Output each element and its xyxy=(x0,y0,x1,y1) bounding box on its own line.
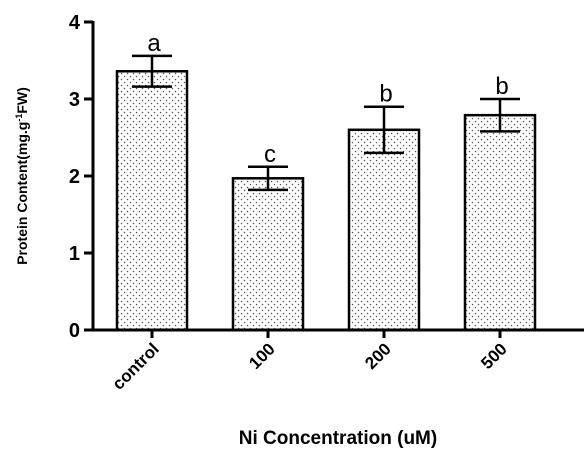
x-tick-label: control xyxy=(109,339,163,393)
bar xyxy=(231,177,305,332)
y-tick-label: 1 xyxy=(69,243,80,265)
error-bars-group xyxy=(132,54,520,192)
y-tick-label: 4 xyxy=(69,12,81,34)
bar xyxy=(115,70,189,332)
y-tick-label: 2 xyxy=(69,166,80,188)
x-tick-label: 200 xyxy=(361,339,394,372)
x-tick-label: 100 xyxy=(245,339,278,372)
significance-letter: a xyxy=(147,30,161,57)
y-ticks-group: 0 1 2 3 4 xyxy=(69,12,93,342)
significance-letter: b xyxy=(495,73,508,100)
y-axis-label: Protein Content(mg.g-1FW) xyxy=(14,87,30,265)
x-ticks-group: control 100 200 500 xyxy=(109,330,511,394)
significance-letters-group: a c b b xyxy=(147,30,508,168)
x-tick-label: 500 xyxy=(477,339,510,372)
bars-group xyxy=(115,70,537,332)
y-tick-label: 0 xyxy=(69,320,80,342)
bar xyxy=(463,113,537,332)
significance-letter: c xyxy=(264,141,276,168)
y-tick-label: 3 xyxy=(69,89,80,111)
x-axis-label: Ni Concentration (uM) xyxy=(239,428,437,449)
bar xyxy=(347,128,421,332)
significance-letter: b xyxy=(379,81,392,108)
